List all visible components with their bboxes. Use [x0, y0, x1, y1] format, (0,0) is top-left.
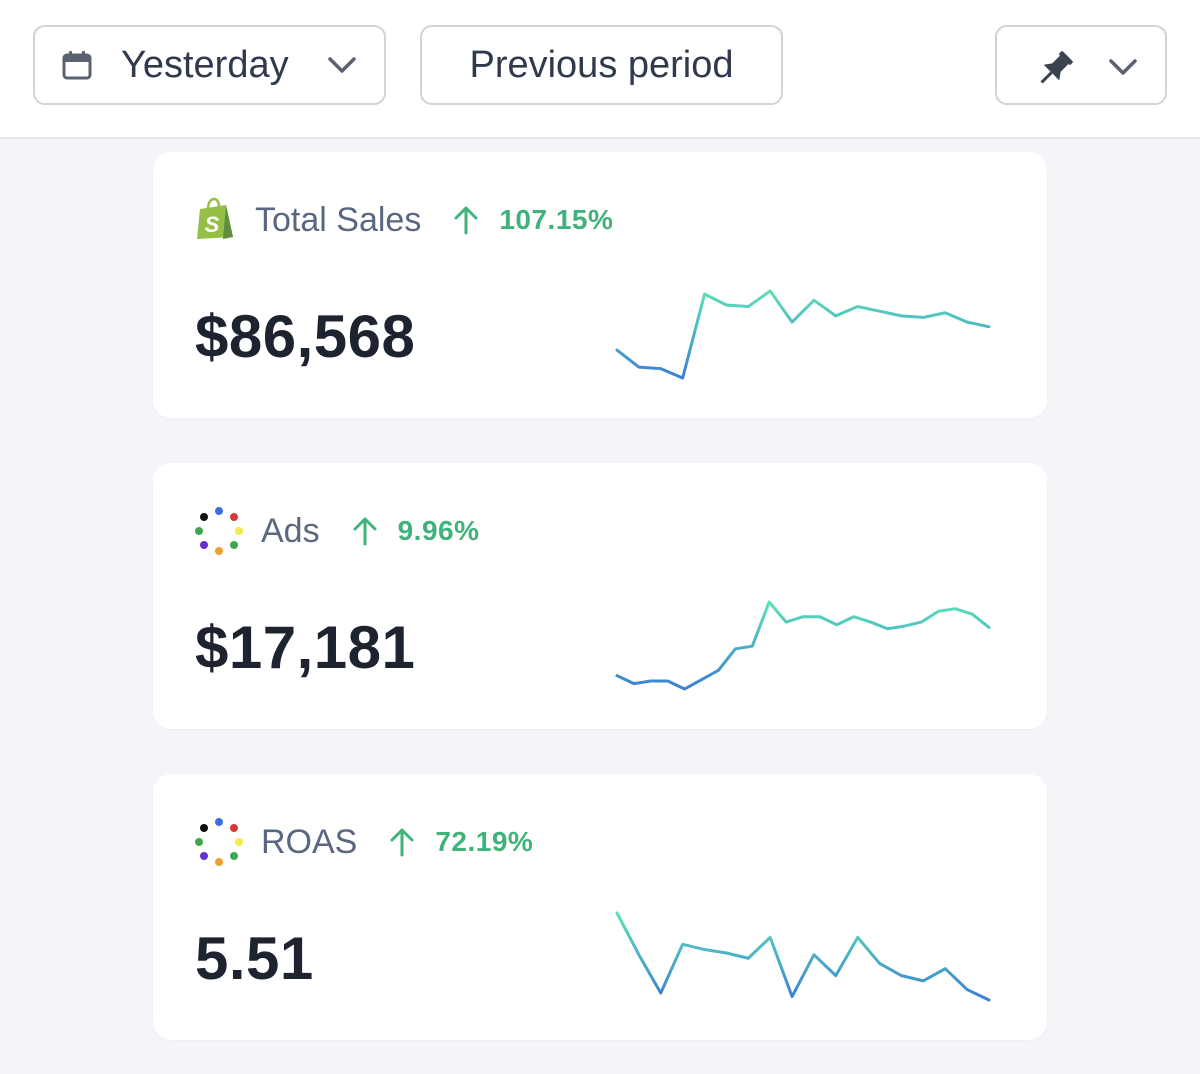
- metric-card-roas[interactable]: ROAS 72.19% 5.51: [153, 774, 1047, 1040]
- toolbar: Yesterday Previous period: [0, 0, 1200, 139]
- change-percent: 9.96%: [397, 515, 480, 546]
- metric-label: Total Sales: [255, 200, 422, 239]
- metric-card-ads[interactable]: Ads 9.96% $17,181: [153, 463, 1047, 729]
- metric-label: Ads: [261, 511, 320, 550]
- multicolor-dots-icon: [195, 818, 243, 866]
- calendar-icon: [62, 51, 92, 80]
- multicolor-dots-icon: [195, 507, 243, 555]
- change-indicator: 107.15%: [453, 204, 613, 236]
- svg-text:S: S: [205, 212, 220, 237]
- arrow-up-icon: [390, 828, 414, 857]
- compare-period-label: Previous period: [469, 43, 734, 86]
- change-indicator: 9.96%: [352, 515, 480, 547]
- metric-value: $17,181: [195, 614, 416, 681]
- metric-value: $86,568: [195, 303, 416, 370]
- sparkline-chart: [615, 911, 991, 1002]
- arrow-up-icon: [454, 206, 478, 235]
- metric-label: ROAS: [261, 822, 358, 861]
- metric-card-total-sales[interactable]: S Total Sales 107.15% $86,568: [153, 152, 1047, 418]
- sparkline-series: [615, 600, 991, 691]
- metric-card-header: Ads 9.96%: [193, 507, 480, 555]
- pin-dropdown[interactable]: [995, 25, 1167, 105]
- sparkline-chart: [615, 600, 991, 691]
- shopify-icon: S: [197, 197, 233, 239]
- sparkline-chart: [615, 289, 991, 380]
- chevron-down-icon: [1109, 59, 1137, 75]
- date-range-dropdown[interactable]: Yesterday: [33, 25, 386, 105]
- metric-card-header: S Total Sales 107.15%: [193, 197, 613, 240]
- arrow-up-icon: [353, 517, 377, 546]
- change-percent: 107.15%: [499, 204, 614, 235]
- sparkline-series: [615, 289, 991, 380]
- metric-card-header: ROAS 72.19%: [193, 818, 533, 866]
- compare-period-button[interactable]: Previous period: [420, 25, 783, 105]
- change-percent: 72.19%: [435, 826, 534, 857]
- pin-icon: [1040, 51, 1073, 84]
- date-range-label: Yesterday: [121, 43, 289, 86]
- metric-value: 5.51: [195, 925, 314, 992]
- sparkline-series: [615, 911, 991, 1002]
- change-indicator: 72.19%: [389, 826, 533, 858]
- chevron-down-icon: [328, 57, 356, 73]
